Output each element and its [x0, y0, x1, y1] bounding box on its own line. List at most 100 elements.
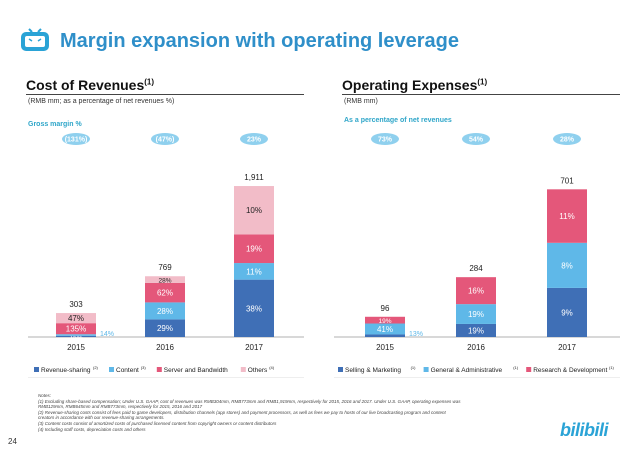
bar-segment: [145, 319, 185, 337]
segment-label: 19%: [246, 245, 262, 254]
bar-segment: [145, 282, 185, 303]
opex-percentage-label: As a percentage of net revenues: [344, 117, 452, 124]
segment-label: 15%: [69, 334, 82, 341]
legend-swatch: [109, 367, 114, 372]
category-label: 2017: [245, 343, 263, 352]
legend-superscript: (4): [269, 365, 275, 370]
margin-bubble: [371, 133, 399, 145]
margin-bubble: [151, 133, 179, 145]
legend-swatch: [423, 367, 429, 372]
category-label: 2017: [558, 343, 576, 352]
category-label: 2015: [67, 343, 85, 352]
bar-segment: [456, 304, 496, 324]
right-subtitle: (RMB mm): [344, 98, 378, 105]
legend-label: Server and Bandwidth: [164, 367, 228, 374]
legend-label: Research & Development: [533, 367, 607, 374]
segment-label: 16%: [468, 287, 484, 296]
gross-margin-label: Gross margin %: [28, 121, 82, 128]
margin-bubble-label: 28%: [560, 137, 575, 144]
bar-segment: [234, 234, 274, 264]
legend-swatch: [240, 367, 246, 372]
segment-label: 38%: [246, 304, 262, 313]
bar-segment: [456, 277, 496, 305]
legend-label: Content: [116, 367, 139, 374]
footnote-line: Notes:: [38, 393, 52, 398]
left-subtitle: (RMB mm; as a percentage of net revenues…: [28, 98, 175, 105]
category-label: 2016: [467, 343, 485, 352]
margin-bubble-label: 54%: [469, 137, 484, 144]
bar-segment: [365, 316, 405, 324]
bar-segment: [547, 189, 587, 243]
margin-bubble-label: (131%): [65, 137, 88, 144]
segment-label: 9%: [561, 308, 573, 317]
legend-label: Selling & Marketing: [345, 367, 401, 374]
cost-of-revenues-chart: (131%) 15%135% 47% 303 2015 (47%) 29% 28% 62% 28%…: [28, 133, 304, 378]
operating-expenses-title: Operating Expenses(1): [342, 77, 488, 93]
legend-label: General & Administrative: [431, 367, 503, 374]
operating-expenses-chart: 73%41%19%96201554%19%19%16%284201628%9%8…: [334, 133, 620, 378]
bar-segment: [56, 323, 96, 335]
segment-label: 19%: [378, 318, 391, 325]
page-number: 24: [8, 437, 17, 446]
footnote-line: (2) Revenue-sharing costs consist of fee…: [38, 409, 446, 415]
legend-superscript: (3): [141, 365, 147, 370]
footnote-line: (3) Content costs consist of amortized c…: [38, 420, 277, 426]
bar-segment: [547, 242, 587, 288]
total-label: 701: [560, 176, 574, 185]
right-divider: [342, 94, 620, 95]
margin-bubble: [62, 133, 90, 145]
legend-superscript: (1): [609, 365, 615, 370]
side-label: 14%: [100, 331, 114, 338]
segment-label: 8%: [561, 261, 573, 270]
bar-segment: [56, 334, 96, 336]
bar-segment: [234, 263, 274, 280]
bar-segment: [56, 335, 96, 337]
bar-segment: [145, 302, 185, 320]
bar-segment: [145, 276, 185, 283]
margin-bubble: [553, 133, 581, 145]
legend-label: Revenue-sharing: [41, 367, 91, 374]
segment-label: 47%: [68, 314, 84, 323]
segment-label: 19%: [468, 310, 484, 319]
total-label: 1,911: [244, 173, 264, 182]
cost-of-revenues-title: Cost of Revenues(1): [26, 77, 155, 93]
segment-label: 29%: [157, 324, 173, 333]
footnote-line: (1) Excluding share-based compensation; …: [38, 398, 461, 404]
page-title: Margin expansion with operating leverage: [60, 30, 459, 52]
side-label: 13%: [409, 331, 423, 338]
legend-label: Others: [248, 367, 268, 374]
legend-superscript: (1): [513, 365, 519, 370]
total-label: 769: [158, 263, 172, 272]
total-label: 284: [469, 264, 483, 273]
bar-segment: [56, 313, 96, 324]
tv-logo-icon: [21, 28, 49, 51]
footnote-line: (4) Including staff costs, depreciation …: [38, 426, 146, 432]
category-label: 2016: [156, 343, 174, 352]
bar-segment: [365, 334, 405, 337]
segment-label: 28%: [157, 307, 173, 316]
footnotes: Notes: (1) Excluding share-based compensa…: [38, 393, 558, 432]
left-divider: [26, 94, 304, 95]
footnote-line: RMB129mm, RMB645mm and RMB773mm, respect…: [38, 404, 203, 410]
segment-label: 10%: [246, 206, 262, 215]
segment-label: 41%: [377, 325, 393, 334]
legend-superscript: (1): [411, 365, 417, 370]
bilibili-logo: bilibili: [560, 420, 609, 440]
legend-swatch: [156, 367, 162, 372]
total-label: 303: [69, 300, 83, 309]
segment-label: 11%: [246, 267, 261, 276]
bar-segment: [456, 323, 496, 337]
bar-segment: [234, 186, 274, 235]
category-label: 2015: [376, 343, 394, 352]
segment-label: 28%: [158, 278, 171, 285]
legend-swatch: [338, 367, 343, 372]
bar-segment: [365, 323, 405, 335]
margin-bubble: [462, 133, 490, 145]
margin-bubble: [240, 133, 268, 145]
margin-bubble-label: 73%: [378, 137, 393, 144]
segment-label: 11%: [559, 212, 574, 221]
segment-label: 62%: [157, 289, 173, 298]
legend-swatch: [34, 367, 39, 372]
margin-bubble-label: 23%: [247, 137, 262, 144]
margin-bubble-label: (47%): [156, 137, 175, 144]
